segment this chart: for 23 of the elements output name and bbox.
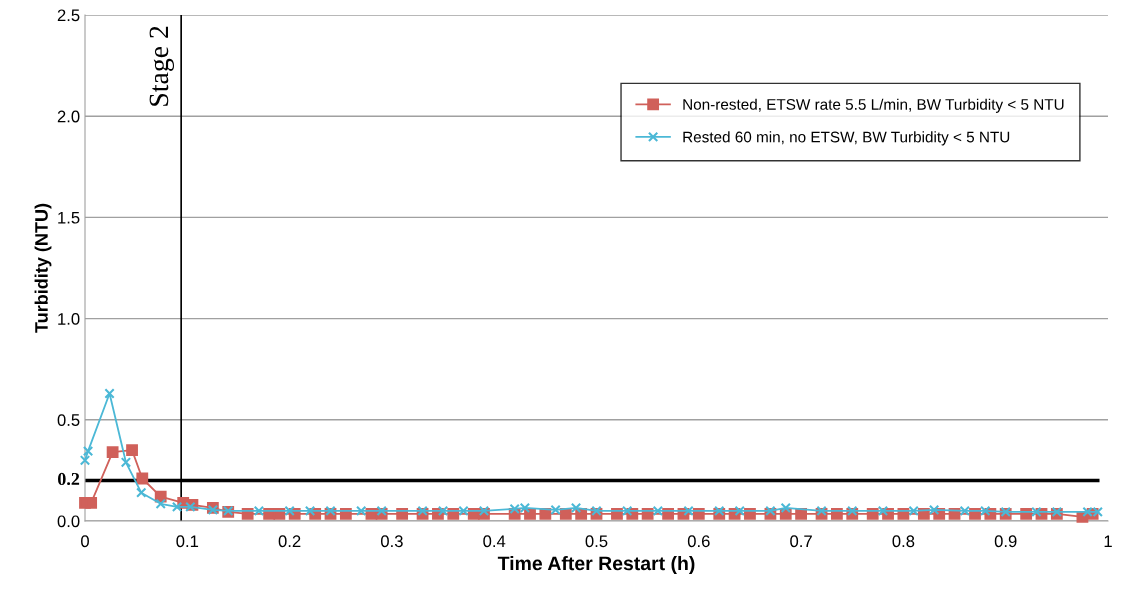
x-tick-label: 0 [81, 535, 89, 548]
x-tick-label: 0.5 [585, 535, 608, 548]
x-tick-label: 0.4 [483, 535, 506, 548]
x-tick-label: 1 [1104, 535, 1112, 547]
legend-label: Non-rested, ETSW rate 5.5 L/min, BW Turbidity < 5 NTU [683, 98, 1064, 113]
y-axis-title: Turbidity (NTU) [34, 203, 52, 333]
y-tick-label: 2.0 [57, 110, 80, 123]
x-tick-label: 0.9 [994, 535, 1017, 548]
x-tick-label: 0.8 [892, 535, 915, 548]
x-tick-label: 0.3 [380, 535, 403, 548]
ref-line-label: 0.2 [58, 472, 80, 486]
y-tick-label: 1.0 [58, 313, 80, 325]
y-tick-label: 0.5 [57, 414, 80, 426]
x-tick-label: 0.7 [790, 535, 812, 548]
x-tick-label: 0.2 [278, 535, 301, 548]
x-tick-label: 0.6 [687, 535, 710, 548]
y-tick-label: 0.0 [57, 515, 80, 528]
ref-line-label: Stage 2 [149, 26, 174, 106]
x-axis-title: Time After Restart (h) [497, 555, 695, 575]
y-tick-label: 1.5 [58, 211, 80, 224]
y-tick-label: 2.5 [57, 9, 80, 22]
legend-label: Rested 60 min, no ETSW, BW Turbidity < 5 NTU [683, 131, 1010, 146]
x-tick-label: 0.1 [176, 535, 199, 548]
